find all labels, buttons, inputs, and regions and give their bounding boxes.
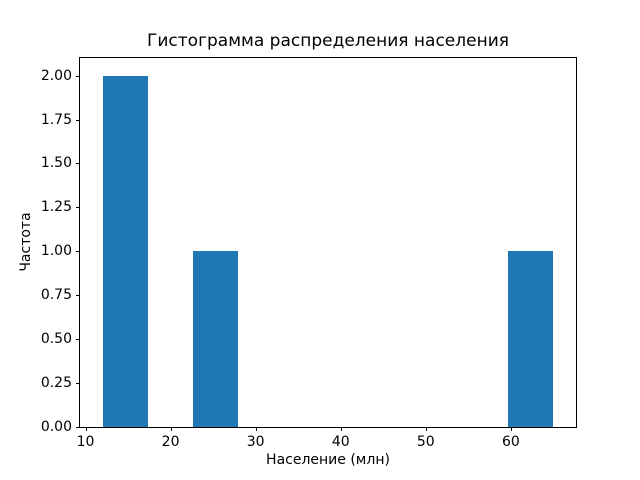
x-axis-label: Население (млн) (266, 452, 390, 468)
y-axis-label: Частота (18, 212, 34, 272)
x-tick-mark (85, 427, 87, 431)
x-tick-label: 50 (416, 434, 435, 450)
y-tick-label: 2.00 (40, 67, 72, 84)
y-tick-mark (76, 339, 80, 341)
y-tick-label: 0.25 (40, 375, 72, 392)
y-tick-label: 0.50 (40, 331, 72, 348)
y-tick-label: 0.00 (40, 419, 72, 435)
y-tick-label: 1.50 (40, 155, 72, 172)
y-tick-label: 1.75 (40, 111, 72, 128)
y-tick-label: 1.00 (40, 243, 72, 260)
x-tick-mark (425, 427, 427, 431)
x-tick-mark (255, 427, 257, 431)
y-tick-label: 1.25 (40, 199, 72, 216)
x-tick-mark (340, 427, 342, 431)
y-tick-mark (76, 75, 80, 77)
x-tick-label: 20 (161, 434, 180, 450)
histogram-bar (102, 75, 148, 427)
x-tick-mark (510, 427, 512, 431)
y-tick-mark (76, 119, 80, 121)
histogram-bar (508, 251, 554, 427)
histogram-bar (192, 251, 238, 427)
y-tick-mark (76, 295, 80, 297)
y-tick-mark (76, 251, 80, 253)
x-tick-label: 60 (501, 434, 520, 450)
x-tick-label: 30 (246, 434, 265, 450)
y-tick-mark (76, 427, 80, 428)
x-tick-label: 40 (331, 434, 350, 450)
x-tick-mark (170, 427, 172, 431)
y-tick-label: 0.75 (40, 287, 72, 304)
plot-area (79, 57, 577, 428)
y-tick-mark (76, 207, 80, 209)
chart-title: Гистограмма распределения населения (147, 31, 509, 51)
y-tick-mark (76, 383, 80, 385)
x-tick-label: 10 (76, 434, 95, 450)
y-tick-mark (76, 163, 80, 165)
